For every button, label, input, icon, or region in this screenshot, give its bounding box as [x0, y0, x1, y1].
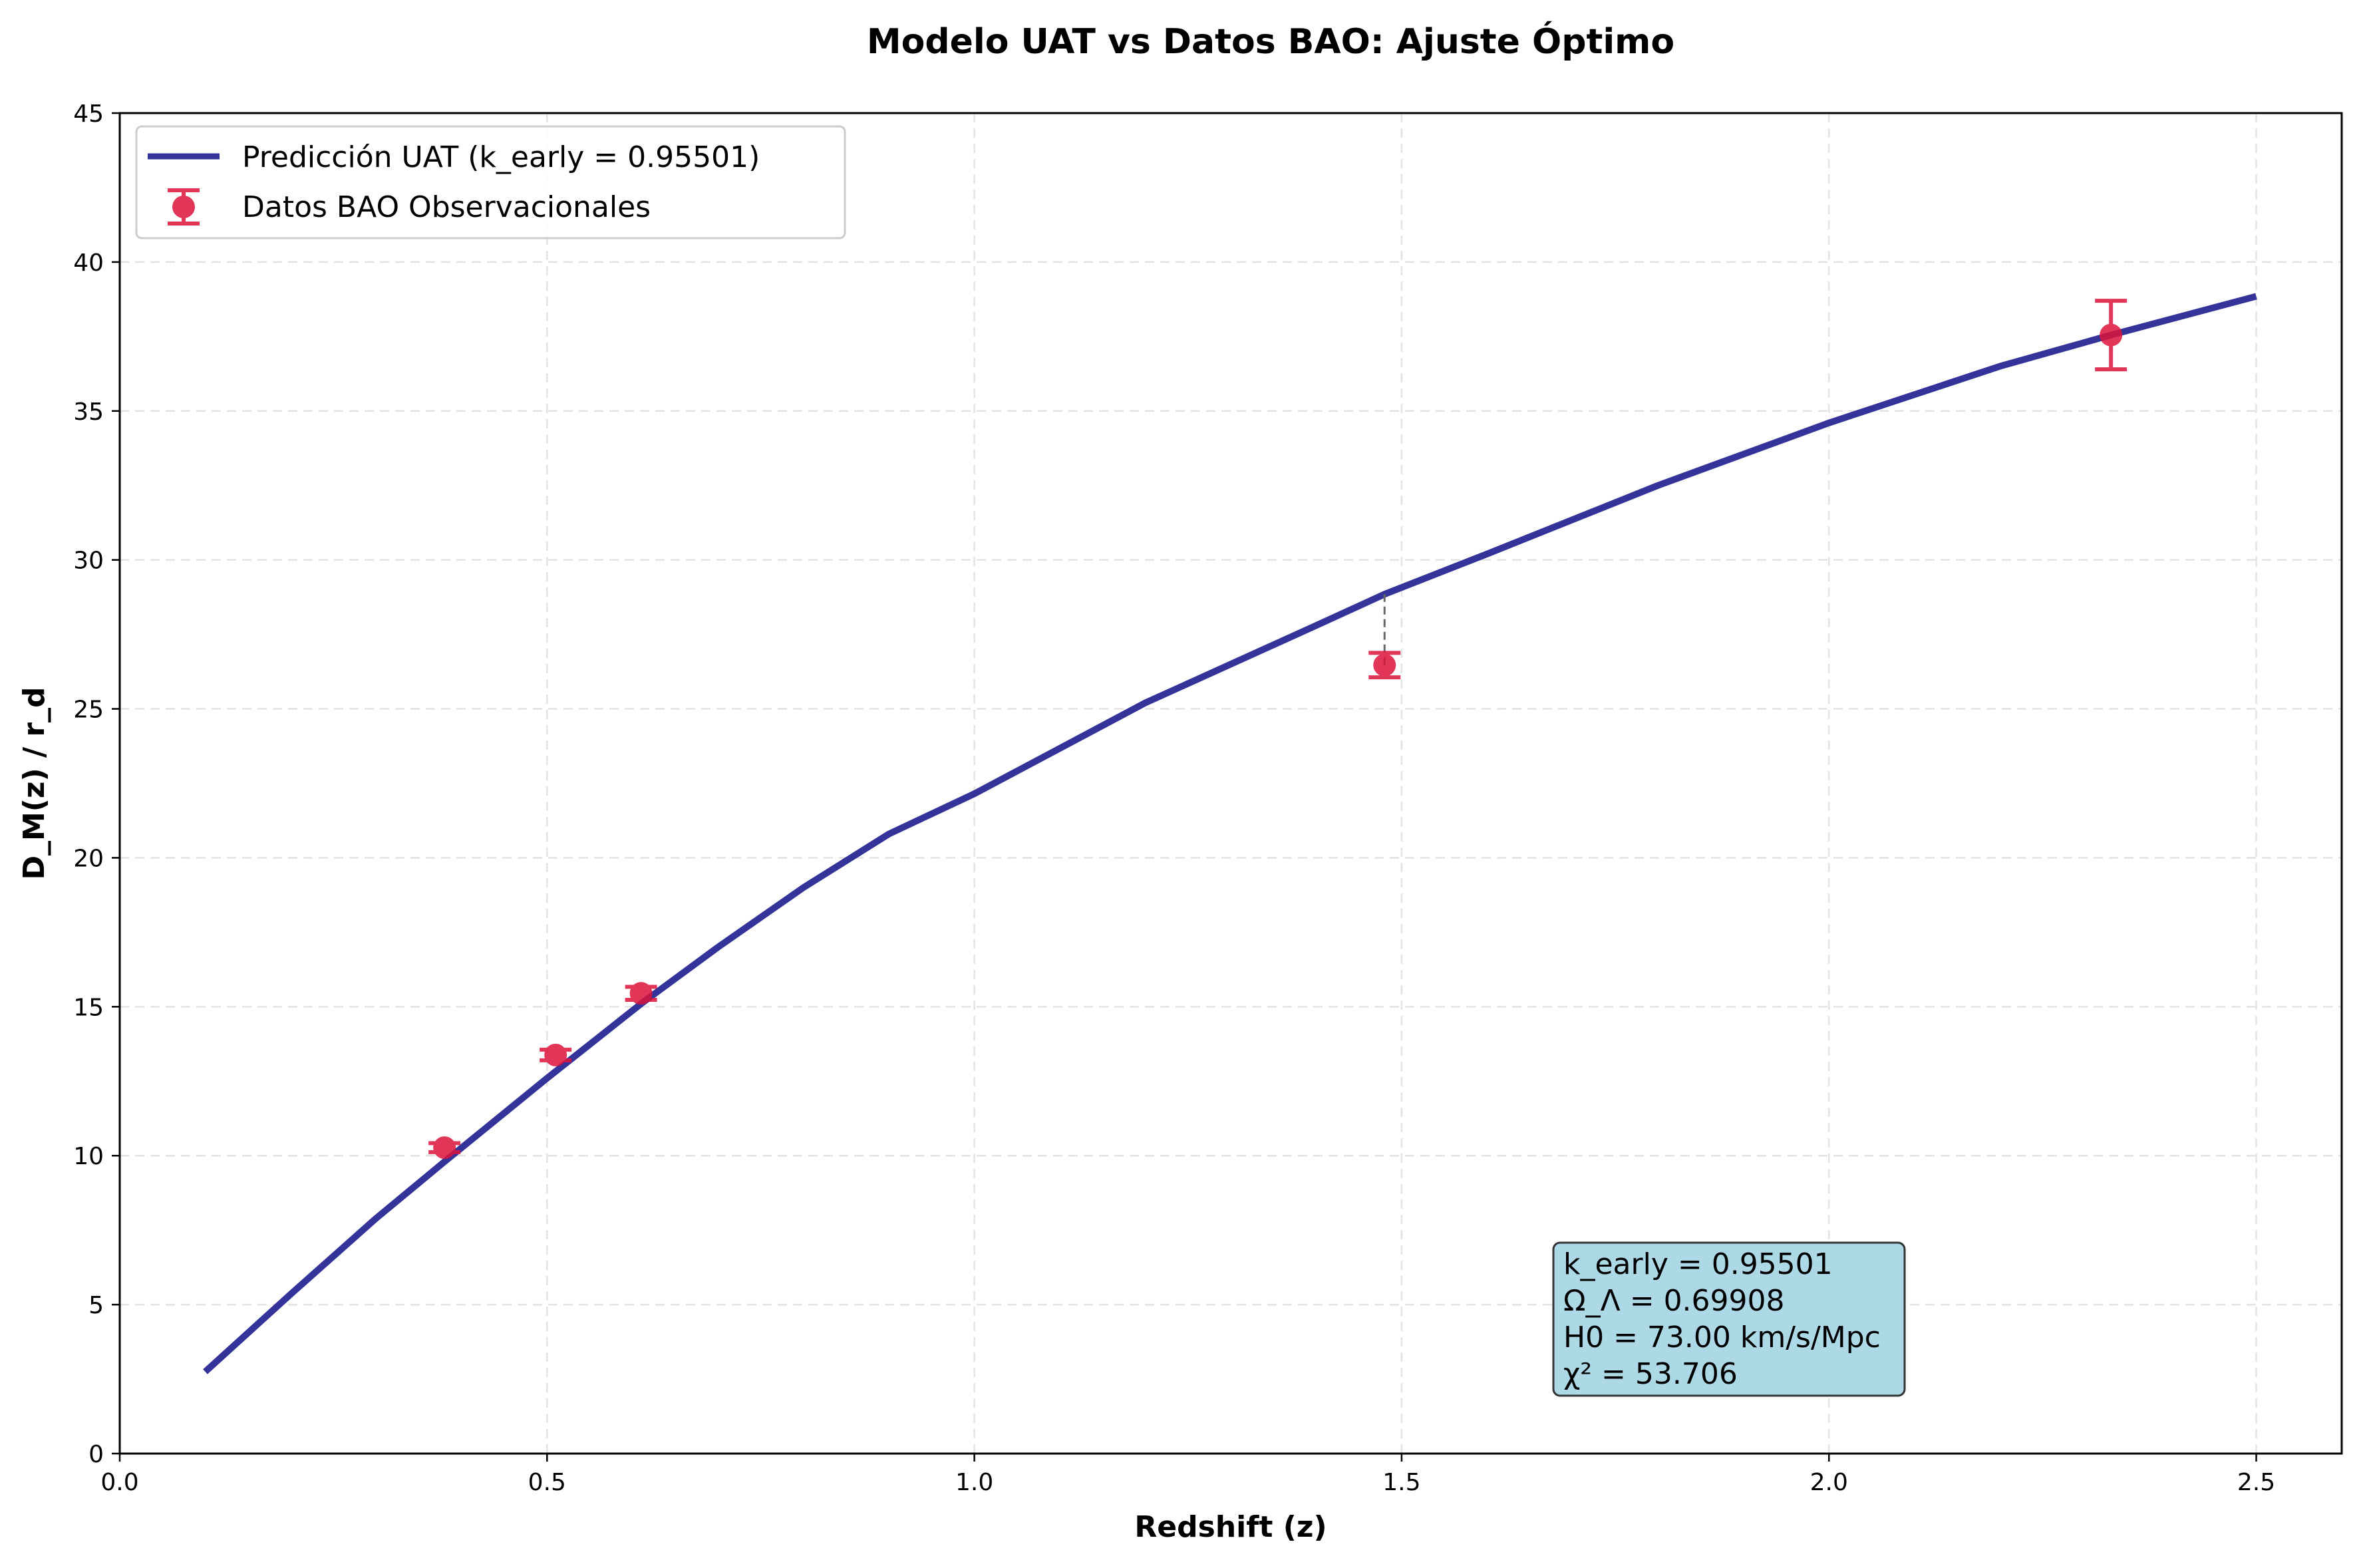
data-point	[1368, 651, 1401, 680]
stats-chi2: χ² = 53.706	[1563, 1357, 1738, 1391]
y-tick-label: 20	[73, 845, 104, 872]
stats-box-background	[1552, 1241, 1906, 1397]
data-point	[625, 982, 657, 1005]
data-point	[540, 1043, 572, 1066]
x-tick-label: 0.0	[100, 1469, 138, 1496]
stats-h0: H0 = 73.00 km/s/Mpc	[1563, 1321, 1881, 1354]
x-tick-label: 1.0	[955, 1469, 993, 1496]
legend-marker	[172, 196, 195, 218]
grid	[118, 112, 2342, 1455]
legend-box	[135, 125, 846, 239]
data-points-layer	[428, 299, 2127, 1160]
y-tick-label: 35	[73, 398, 104, 426]
axis-ticks: 0.0 0.5 1.0 1.5 2.0 2.5 0 5 10 15 20 25 30 35 40 45	[73, 100, 2275, 1496]
chart-title: Modelo UAT vs Datos BAO: Ajuste Óptimo	[867, 21, 1674, 62]
y-tick-label: 5	[88, 1292, 104, 1319]
x-tick-label: 1.5	[1382, 1469, 1420, 1496]
model-curve	[203, 293, 2257, 1374]
model-curve-layer	[203, 293, 2257, 1374]
data-marker	[2100, 323, 2123, 347]
data-point	[2095, 299, 2127, 372]
x-tick-label: 2.5	[2237, 1469, 2275, 1496]
x-axis-label: Redshift (z)	[1134, 1510, 1327, 1544]
plot-frame	[118, 112, 2343, 1455]
legend: Predicción UAT (k_early = 0.95501) Datos…	[135, 125, 846, 239]
legend-label-model: Predicción UAT (k_early = 0.95501)	[242, 140, 760, 174]
data-marker	[629, 982, 653, 1005]
x-tick-label: 2.0	[1810, 1469, 1848, 1496]
data-marker	[544, 1043, 567, 1066]
y-tick-label: 40	[73, 249, 104, 277]
y-tick-label: 30	[73, 548, 104, 575]
legend-marker-swatch	[168, 188, 200, 226]
y-tick-label: 25	[73, 697, 104, 724]
x-tick-label: 0.5	[528, 1469, 566, 1496]
data-marker	[1373, 653, 1396, 677]
y-tick-label: 10	[73, 1143, 104, 1170]
y-axis-label: D_M(z) / r_d	[17, 687, 51, 879]
data-marker	[433, 1136, 456, 1160]
y-tick-label: 0	[88, 1441, 104, 1468]
data-point	[428, 1136, 461, 1160]
stats-omega-lambda: Ω_Λ = 0.69908	[1563, 1284, 1785, 1318]
stats-k-early: k_early = 0.95501	[1563, 1247, 1833, 1281]
y-tick-label: 45	[73, 100, 104, 128]
legend-label-data: Datos BAO Observacionales	[242, 190, 651, 224]
y-tick-label: 15	[73, 994, 104, 1021]
stats-box: k_early = 0.95501 Ω_Λ = 0.69908 H0 = 73.…	[1552, 1241, 1906, 1397]
